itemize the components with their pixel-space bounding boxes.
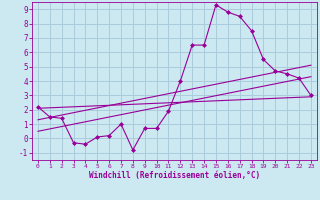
X-axis label: Windchill (Refroidissement éolien,°C): Windchill (Refroidissement éolien,°C)	[89, 171, 260, 180]
